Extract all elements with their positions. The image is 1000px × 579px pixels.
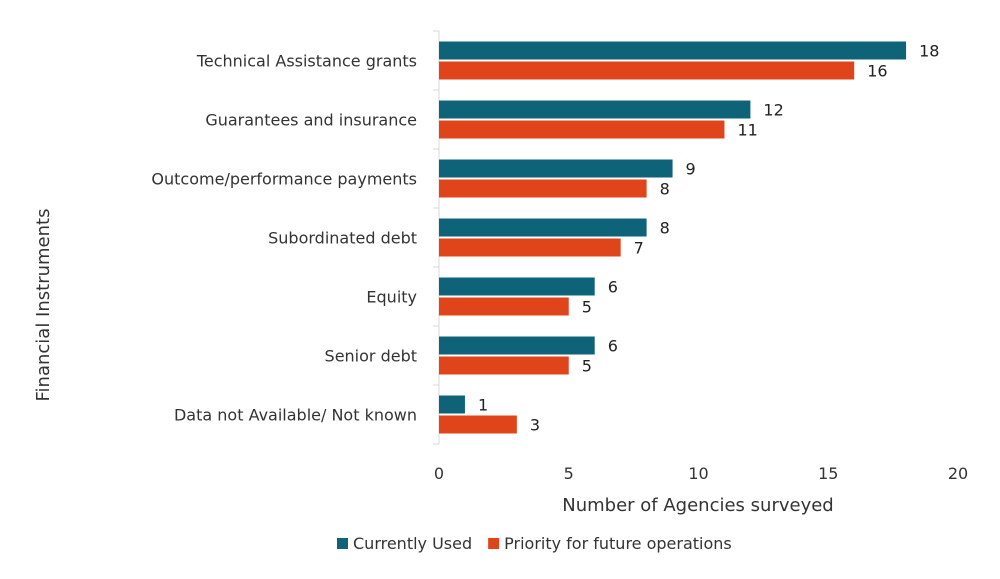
data-label: 9 — [686, 160, 696, 179]
data-label: 5 — [582, 298, 592, 317]
data-label: 18 — [919, 42, 939, 61]
category-labels: Technical Assistance grants Guarantees an… — [151, 52, 417, 425]
bar — [439, 395, 465, 414]
legend-label: Priority for future operations — [504, 534, 732, 553]
category-label: Data not Available/ Not known — [174, 406, 417, 425]
bars — [439, 41, 907, 434]
bar — [439, 297, 569, 316]
category-label: Outcome/performance payments — [151, 170, 417, 189]
data-label: 6 — [608, 278, 618, 297]
data-label: 6 — [608, 337, 618, 356]
bar — [439, 336, 595, 355]
x-tick-label: 5 — [564, 464, 574, 483]
bar — [439, 41, 907, 60]
x-tick-label: 0 — [434, 464, 444, 483]
data-label: 12 — [763, 101, 783, 120]
y-axis — [433, 30, 440, 445]
bar — [439, 356, 569, 375]
category-label: Equity — [366, 288, 417, 307]
bar — [439, 415, 517, 434]
data-label: 7 — [634, 239, 644, 258]
legend-label: Currently Used — [353, 534, 472, 553]
legend: Currently Used Priority for future operat… — [337, 534, 732, 553]
category-label: Senior debt — [325, 347, 417, 366]
x-tick-label: 15 — [818, 464, 838, 483]
y-axis-title: Financial Instruments — [33, 209, 54, 402]
category-label: Technical Assistance grants — [196, 52, 417, 71]
data-label: 11 — [737, 121, 757, 140]
bar — [439, 100, 751, 119]
data-label: 3 — [530, 416, 540, 435]
data-label: 16 — [867, 62, 887, 81]
x-tick-label: 20 — [948, 464, 968, 483]
bar — [439, 277, 595, 296]
x-axis-ticks: 0 5 10 15 20 — [434, 464, 968, 483]
bar — [439, 218, 647, 237]
bar — [439, 179, 647, 198]
category-label: Subordinated debt — [268, 229, 417, 248]
category-label: Guarantees and insurance — [205, 111, 417, 130]
data-label: 8 — [660, 219, 670, 238]
data-label: 5 — [582, 357, 592, 376]
legend-swatch — [337, 538, 348, 549]
bar — [439, 61, 855, 80]
bar — [439, 159, 673, 178]
data-label: 1 — [478, 396, 488, 415]
x-tick-label: 10 — [688, 464, 708, 483]
bar — [439, 238, 621, 257]
legend-swatch — [488, 538, 500, 549]
bar — [439, 120, 725, 139]
data-label: 8 — [660, 180, 670, 199]
x-axis-title: Number of Agencies surveyed — [562, 495, 833, 516]
